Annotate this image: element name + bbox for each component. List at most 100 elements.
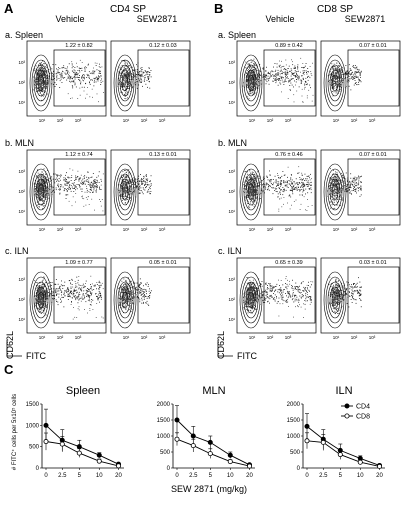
- panel-b-mln-vehicle-event-dot: [269, 181, 271, 183]
- panel-b-spleen-vehicle-event-dot: [286, 73, 288, 75]
- panel-a-mln-vehicle-event-dot: [73, 183, 74, 185]
- panel-b-spleen-vehicle-x-tick: 10¹: [249, 118, 256, 123]
- panel-a-iln-sew-event-dot: [117, 297, 119, 299]
- panel-a-spleen-vehicle-event-dot: [36, 69, 38, 70]
- panel-a-mln-vehicle-event-dot: [39, 186, 41, 188]
- panel-a-mln-vehicle-event-dot: [38, 189, 40, 191]
- panel-b-spleen-sew-event-dot: [357, 76, 358, 78]
- panel-a-iln-vehicle-event-dot: [50, 288, 52, 290]
- panel-a-mln-vehicle-event-dot: [101, 199, 103, 200]
- panel-a-spleen-vehicle-event-dot: [77, 70, 79, 71]
- panel-b-spleen-vehicle-event-dot: [285, 64, 287, 66]
- panel-a-mln-vehicle-event-dot: [75, 175, 77, 177]
- panel-a-mln-vehicle-event-dot: [100, 189, 102, 190]
- panel-b-spleen-vehicle-event-dot: [250, 79, 251, 80]
- panel-a-mln-sew-event-dot: [126, 179, 128, 180]
- panel-a-mln-sew-event-dot: [129, 197, 131, 199]
- panel-a-mln-vehicle-event-dot: [99, 199, 100, 200]
- panel-a-spleen-vehicle-event-dot: [53, 84, 54, 85]
- panel-b-spleen-vehicle-event-dot: [302, 63, 304, 64]
- panel-a-spleen-vehicle-event-dot: [88, 75, 90, 77]
- panel-b-spleen-sew-event-dot: [354, 67, 356, 69]
- panel-b-spleen-vehicle-event-dot: [291, 73, 293, 74]
- panel-a-spleen-vehicle-event-dot: [40, 71, 42, 72]
- panel-b-spleen-sew-event-dot: [334, 66, 335, 67]
- panel-a-iln-vehicle-event-dot: [63, 306, 65, 308]
- panel-a-mln-vehicle-event-dot: [40, 194, 42, 196]
- panel-a-mln-vehicle-x-tick: 10²: [57, 227, 64, 232]
- panel-a-spleen-sew-event-dot: [128, 81, 129, 83]
- panel-b-spleen-vehicle-event-dot: [302, 73, 304, 74]
- panel-a-iln-sew-event-dot: [139, 287, 140, 288]
- panel-a-iln-sew-event-dot: [124, 302, 126, 303]
- panel-a-mln-vehicle-event-dot: [44, 181, 46, 182]
- panel-a-iln-vehicle-event-dot: [46, 288, 48, 290]
- panel-a-mln-sew-event-dot: [125, 171, 127, 173]
- panel-a-mln-sew-event-dot: [123, 186, 125, 188]
- panel-a-mln-sew-event-dot: [136, 186, 138, 188]
- panel-a-mln-vehicle-event-dot: [43, 182, 45, 183]
- panel-b-spleen-vehicle-event-dot: [252, 65, 254, 67]
- panel-a-iln-sew-event-dot: [125, 290, 127, 292]
- panel-b-spleen-vehicle-event-dot: [269, 77, 270, 79]
- panel-a-iln-sew-event-dot: [126, 295, 128, 297]
- panel-a-spleen-vehicle-event-dot: [81, 62, 83, 63]
- panel-b-mln-vehicle-event-dot: [267, 184, 269, 185]
- panel-a-spleen-sew-event-dot: [124, 76, 126, 78]
- panel-a-iln-vehicle-event-dot: [50, 292, 52, 294]
- panel-a-mln-sew-event-dot: [120, 184, 122, 186]
- panel-a-spleen-sew-event-dot: [149, 81, 150, 83]
- panel-a-iln-vehicle-contour: [35, 286, 47, 314]
- panel-b-spleen-vehicle-event-dot: [298, 75, 300, 77]
- panel-b-spleen-vehicle-event-dot: [247, 70, 249, 72]
- panel-a-mln-vehicle-event-dot: [93, 185, 95, 187]
- panel-b-spleen-sew-event-dot: [335, 72, 337, 74]
- panel-a-mln-sew-event-dot: [145, 183, 146, 185]
- panel-a-mln-vehicle-event-dot: [97, 185, 98, 187]
- panel-b-spleen-vehicle-x-tick: 10²: [267, 118, 274, 123]
- panel-b-spleen-sew-event-dot: [356, 68, 358, 70]
- panel-a-iln-sew-event-dot: [119, 294, 120, 296]
- panel-a-spleen-vehicle-event-dot: [40, 89, 42, 91]
- panel-b-spleen-vehicle-event-dot: [276, 74, 278, 76]
- panel-b-spleen-vehicle-event-dot: [258, 85, 259, 87]
- panel-a-mln-vehicle-event-dot: [37, 183, 39, 185]
- panel-b-spleen-sew-event-dot: [330, 85, 332, 87]
- panel-a-mln-vehicle-event-dot: [38, 189, 40, 191]
- panel-b-spleen-vehicle-event-dot: [250, 81, 252, 83]
- panel-a-mln-sew-event-dot: [126, 191, 128, 193]
- panel-a-mln-vehicle-event-dot: [85, 204, 87, 206]
- panel-a-spleen-sew-event-dot: [122, 85, 124, 87]
- panel-a-mln-vehicle-event-dot: [95, 182, 97, 183]
- panel-a-mln-sew-event-dot: [146, 179, 148, 181]
- panel-a-mln-sew-event-dot: [126, 196, 127, 198]
- panel-a-mln-sew-event-dot: [145, 186, 147, 188]
- panel-a-mln-sew-event-dot: [125, 186, 127, 188]
- panel-a-mln-vehicle-event-dot: [44, 181, 46, 183]
- panel-b-spleen-vehicle-event-dot: [265, 70, 266, 72]
- panel-a-iln-vehicle-event-dot: [39, 304, 41, 306]
- panel-a-iln-vehicle-event-dot: [87, 294, 89, 295]
- panel-b-spleen-vehicle-event-dot: [278, 79, 280, 81]
- panel-b-spleen-sew-event-dot: [333, 91, 335, 93]
- panel-b-mln-vehicle-event-dot: [276, 185, 277, 187]
- panel-b-spleen-vehicle-event-dot: [253, 93, 255, 95]
- panel-a-mln-sew-event-dot: [125, 188, 127, 189]
- panel-a-mln-vehicle-event-dot: [43, 173, 44, 175]
- panel-b-spleen-sew-event-dot: [334, 77, 335, 79]
- panel-a-spleen-vehicle-event-dot: [52, 64, 54, 65]
- panel-a-iln-sew-event-dot: [130, 295, 131, 297]
- panel-b-spleen-vehicle-event-dot: [285, 77, 287, 79]
- panel-a-mln-sew-event-dot: [131, 182, 133, 183]
- panel-a-mln-vehicle-event-dot: [42, 192, 44, 194]
- panel-a-mln-vehicle-event-dot: [38, 187, 40, 189]
- panel-a-mln-sew-event-dot: [123, 189, 125, 191]
- panel-a-spleen-sew-event-dot: [127, 63, 128, 65]
- panel-a-mln-vehicle-event-dot: [92, 192, 93, 193]
- panel-a-iln-sew-event-dot: [143, 295, 145, 297]
- panel-a-spleen-sew-event-dot: [124, 61, 126, 63]
- panel-b-spleen-sew-event-dot: [336, 69, 338, 71]
- panel-b-spleen-sew-event-dot: [333, 80, 335, 82]
- panel-a-spleen-vehicle-event-dot: [37, 79, 39, 81]
